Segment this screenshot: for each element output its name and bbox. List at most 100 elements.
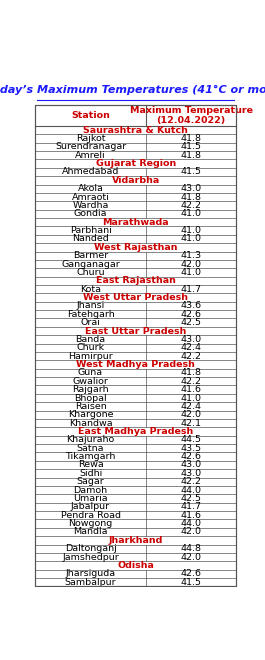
Text: Sagar: Sagar xyxy=(77,477,104,486)
Text: Nanded: Nanded xyxy=(72,234,109,244)
Text: 42.6: 42.6 xyxy=(181,452,202,461)
Text: 41.0: 41.0 xyxy=(181,393,202,403)
Text: Bhopal: Bhopal xyxy=(74,393,107,403)
Text: Parbhani: Parbhani xyxy=(70,226,111,235)
Text: 42.0: 42.0 xyxy=(181,527,202,537)
Text: 41.8: 41.8 xyxy=(181,193,202,201)
Text: 41.0: 41.0 xyxy=(181,226,202,235)
Text: Maximum Temperature
(12.04.2022): Maximum Temperature (12.04.2022) xyxy=(130,106,253,125)
Text: 41.0: 41.0 xyxy=(181,209,202,218)
Text: 41.5: 41.5 xyxy=(181,578,202,587)
Text: Odisha: Odisha xyxy=(117,561,154,570)
Text: Rajkot: Rajkot xyxy=(76,134,105,143)
Text: 42.5: 42.5 xyxy=(181,494,202,503)
Text: Banda: Banda xyxy=(76,335,105,344)
Text: 42.0: 42.0 xyxy=(181,552,202,562)
Text: East Uttar Pradesh: East Uttar Pradesh xyxy=(85,327,187,335)
Text: East Rajasthan: East Rajasthan xyxy=(96,277,176,285)
Text: 41.6: 41.6 xyxy=(181,511,202,519)
Text: 41.5: 41.5 xyxy=(181,168,202,176)
Text: Ganganagar: Ganganagar xyxy=(61,259,120,269)
Text: Khajuraho: Khajuraho xyxy=(67,436,115,444)
Text: Jhansi: Jhansi xyxy=(76,302,105,310)
Text: Sidhi: Sidhi xyxy=(79,469,102,478)
Text: Raisen: Raisen xyxy=(75,402,107,411)
Text: 42.2: 42.2 xyxy=(181,377,202,386)
Text: Gujarat Region: Gujarat Region xyxy=(96,159,176,168)
Text: Hamirpur: Hamirpur xyxy=(68,352,113,360)
Text: Gwalior: Gwalior xyxy=(73,377,108,386)
Text: 42.2: 42.2 xyxy=(181,352,202,360)
Text: 42.6: 42.6 xyxy=(181,310,202,319)
Text: East Madhya Pradesh: East Madhya Pradesh xyxy=(78,427,193,436)
Text: Gondia: Gondia xyxy=(74,209,107,218)
Text: 41.0: 41.0 xyxy=(181,234,202,244)
Text: Jamshedpur: Jamshedpur xyxy=(62,552,119,562)
Text: Orai: Orai xyxy=(81,318,100,327)
Text: Daltonganj: Daltonganj xyxy=(65,544,116,553)
Text: Sambalpur: Sambalpur xyxy=(65,578,116,587)
Text: Tikamgarh: Tikamgarh xyxy=(65,452,116,461)
Text: West Madhya Pradesh: West Madhya Pradesh xyxy=(76,360,195,369)
Text: Jharkhand: Jharkhand xyxy=(109,536,163,545)
Text: Nowgong: Nowgong xyxy=(68,519,113,528)
Text: Jharsiguda: Jharsiguda xyxy=(65,570,116,578)
Text: 42.5: 42.5 xyxy=(181,318,202,327)
Text: Today’s Maximum Temperatures (41°C or more): Today’s Maximum Temperatures (41°C or mo… xyxy=(0,85,265,96)
Text: Damoh: Damoh xyxy=(73,486,108,494)
Text: Ahmedabad: Ahmedabad xyxy=(62,168,119,176)
Text: 41.8: 41.8 xyxy=(181,368,202,378)
Text: Amraoti: Amraoti xyxy=(72,193,109,201)
Text: Marathwada: Marathwada xyxy=(103,218,169,227)
Text: 41.8: 41.8 xyxy=(181,134,202,143)
Text: 44.5: 44.5 xyxy=(181,436,202,444)
Text: 43.0: 43.0 xyxy=(181,184,202,193)
Text: 43.6: 43.6 xyxy=(181,302,202,310)
Text: Khandwa: Khandwa xyxy=(69,418,112,428)
Text: Fatehgarh: Fatehgarh xyxy=(67,310,114,319)
Text: 43.5: 43.5 xyxy=(181,444,202,453)
Text: Satna: Satna xyxy=(77,444,104,453)
Text: Barmer: Barmer xyxy=(73,251,108,260)
Text: Vidarbha: Vidarbha xyxy=(112,176,160,185)
Text: 41.7: 41.7 xyxy=(181,502,202,512)
Text: Khargone: Khargone xyxy=(68,411,113,419)
Text: 42.0: 42.0 xyxy=(181,411,202,419)
Text: 41.3: 41.3 xyxy=(181,251,202,260)
Text: Kota: Kota xyxy=(80,284,101,294)
Text: 41.6: 41.6 xyxy=(181,385,202,394)
Text: Saurashtra & Kutch: Saurashtra & Kutch xyxy=(83,125,188,135)
Text: 41.7: 41.7 xyxy=(181,284,202,294)
Text: Churk: Churk xyxy=(77,343,105,352)
Text: 42.4: 42.4 xyxy=(181,402,202,411)
Text: Rewa: Rewa xyxy=(78,461,103,469)
Text: Station: Station xyxy=(71,111,110,119)
Text: 41.0: 41.0 xyxy=(181,268,202,277)
Text: 43.0: 43.0 xyxy=(181,335,202,344)
Text: West Rajasthan: West Rajasthan xyxy=(94,243,178,252)
Text: 42.2: 42.2 xyxy=(181,201,202,210)
Text: Guna: Guna xyxy=(78,368,103,378)
Text: 44.8: 44.8 xyxy=(181,544,202,553)
Text: West Uttar Pradesh: West Uttar Pradesh xyxy=(83,293,188,302)
Text: Pendra Road: Pendra Road xyxy=(60,511,121,519)
Text: 42.2: 42.2 xyxy=(181,477,202,486)
Text: Mandla: Mandla xyxy=(73,527,108,537)
Text: 42.6: 42.6 xyxy=(181,570,202,578)
Text: Amreli: Amreli xyxy=(75,150,106,160)
Text: Surendranagar: Surendranagar xyxy=(55,143,126,151)
Text: 42.1: 42.1 xyxy=(181,418,202,428)
Text: 44.0: 44.0 xyxy=(181,486,202,494)
Text: Wardha: Wardha xyxy=(72,201,109,210)
Text: Jabalpur: Jabalpur xyxy=(71,502,110,512)
Text: 44.0: 44.0 xyxy=(181,519,202,528)
Text: 43.0: 43.0 xyxy=(181,469,202,478)
Text: 41.8: 41.8 xyxy=(181,150,202,160)
Text: 42.4: 42.4 xyxy=(181,343,202,352)
Text: Akola: Akola xyxy=(78,184,103,193)
Text: Churu: Churu xyxy=(76,268,105,277)
Text: 42.0: 42.0 xyxy=(181,259,202,269)
Text: 41.5: 41.5 xyxy=(181,143,202,151)
Text: 43.0: 43.0 xyxy=(181,461,202,469)
Text: Umaria: Umaria xyxy=(73,494,108,503)
